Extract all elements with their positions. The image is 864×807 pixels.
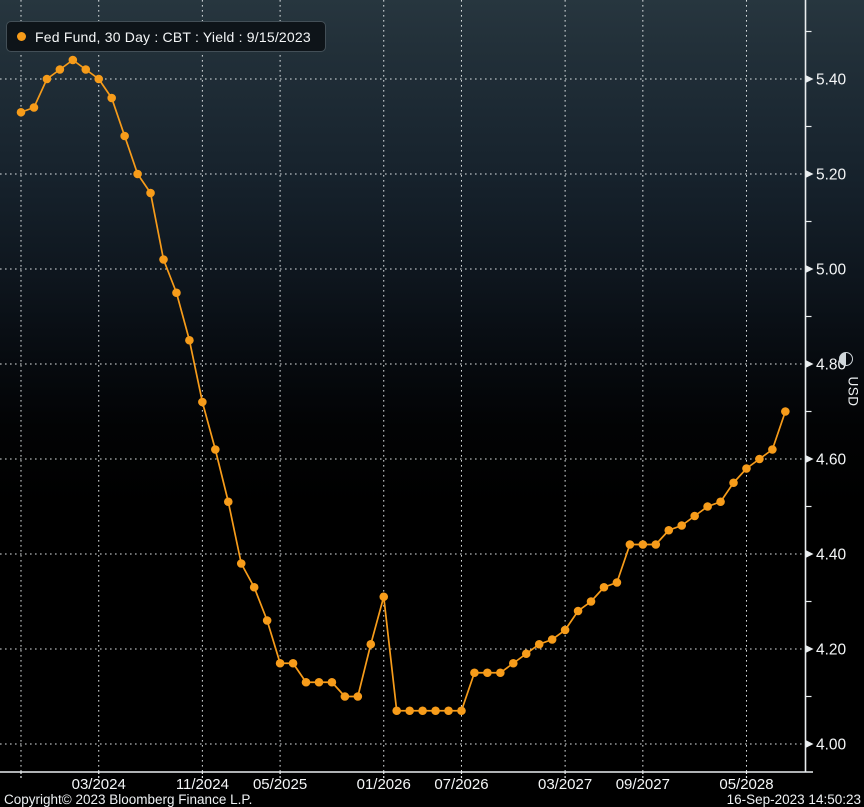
x-tick-label: 09/2027 [616, 776, 670, 793]
data-point[interactable] [431, 706, 440, 716]
data-point[interactable] [236, 559, 246, 568]
data-point[interactable] [340, 692, 350, 701]
data-point[interactable] [444, 706, 453, 716]
data-point[interactable] [677, 521, 687, 530]
data-point[interactable] [29, 103, 39, 112]
series-fed-fund[interactable] [16, 55, 790, 716]
axis-drag-handle-icon[interactable] [839, 352, 853, 366]
data-point[interactable] [107, 93, 116, 103]
data-point[interactable] [68, 55, 78, 65]
data-point[interactable] [781, 407, 790, 416]
data-point[interactable] [211, 445, 220, 454]
copyright-text: Copyright© 2023 Bloomberg Finance L.P. [4, 792, 253, 807]
y-axis-currency-label: USD [845, 376, 861, 407]
data-point[interactable] [146, 188, 155, 198]
data-point[interactable] [483, 668, 492, 678]
x-tick-label: 03/2024 [72, 776, 126, 793]
data-point[interactable] [703, 502, 712, 511]
data-point[interactable] [366, 639, 376, 649]
series-line [20, 58, 787, 712]
data-point[interactable] [496, 668, 505, 678]
y-tick-label: 4.80 [816, 357, 847, 374]
data-point[interactable] [262, 616, 272, 625]
data-point[interactable] [742, 464, 751, 473]
data-point[interactable] [133, 169, 142, 179]
y-tick-label: 4.00 [816, 737, 847, 754]
data-point[interactable] [198, 397, 207, 407]
data-point[interactable] [172, 288, 181, 298]
y-axis-ticks: 5.40 5.20 5.00 4.80 4.60 4.40 4.20 4.00 [805, 30, 847, 754]
data-point[interactable] [327, 677, 337, 687]
data-point[interactable] [94, 74, 104, 84]
data-point[interactable] [573, 606, 583, 616]
x-tick-label: 11/2024 [176, 776, 229, 793]
data-point[interactable] [418, 706, 427, 716]
data-point[interactable] [755, 454, 764, 464]
data-point[interactable] [651, 540, 661, 549]
x-tick-label: 01/2026 [357, 776, 411, 793]
data-point[interactable] [470, 668, 479, 678]
data-point[interactable] [599, 582, 609, 592]
x-tick-label: 07/2026 [434, 776, 488, 793]
data-point[interactable] [612, 578, 622, 587]
y-tick-label: 5.20 [816, 167, 847, 184]
y-tick-label: 4.20 [816, 642, 847, 659]
timestamp-text: 16-Sep-2023 14:50:23 [726, 792, 861, 807]
data-point[interactable] [81, 65, 91, 74]
data-point[interactable] [586, 597, 596, 606]
data-point[interactable] [638, 540, 648, 549]
series-marker-icon [17, 32, 26, 41]
data-point[interactable] [690, 511, 699, 521]
x-tick-label: 03/2027 [538, 776, 592, 793]
y-tick-label: 5.40 [816, 72, 847, 89]
data-point[interactable] [353, 692, 363, 701]
data-point[interactable] [392, 706, 401, 716]
data-point[interactable] [405, 706, 414, 716]
data-point[interactable] [768, 445, 777, 454]
y-tick-label: 5.00 [816, 262, 847, 279]
data-point[interactable] [625, 540, 635, 549]
x-axis-ticks: 03/2024 11/2024 05/2025 01/2026 07/2026 03/20… [20, 772, 774, 793]
data-point[interactable] [314, 677, 324, 687]
y-tick-label: 4.40 [816, 547, 847, 564]
gridlines [0, 0, 806, 772]
y-tick-label: 4.60 [816, 452, 847, 469]
data-point[interactable] [249, 582, 259, 592]
data-point[interactable] [729, 478, 738, 488]
data-point[interactable] [223, 497, 233, 507]
data-point[interactable] [521, 649, 531, 659]
data-point[interactable] [16, 107, 26, 117]
data-point[interactable] [301, 677, 311, 687]
data-point[interactable] [379, 592, 389, 602]
axis-frame [0, 0, 813, 773]
data-point[interactable] [275, 658, 285, 668]
x-tick-label: 05/2028 [719, 776, 773, 793]
legend-item[interactable]: Fed Fund, 30 Day : CBT : Yield : 9/15/20… [6, 21, 326, 52]
data-point[interactable] [716, 497, 725, 507]
data-point[interactable] [664, 525, 674, 535]
data-point[interactable] [55, 65, 65, 74]
data-point[interactable] [560, 625, 570, 635]
data-point[interactable] [288, 658, 298, 668]
data-point[interactable] [547, 635, 557, 644]
data-point[interactable] [120, 131, 129, 141]
data-point[interactable] [508, 658, 518, 668]
data-point[interactable] [159, 255, 168, 264]
data-point[interactable] [185, 335, 194, 345]
data-point[interactable] [457, 706, 466, 716]
legend-label: Fed Fund, 30 Day : CBT : Yield : 9/15/20… [35, 28, 311, 45]
data-point[interactable] [42, 74, 52, 84]
x-tick-label: 05/2025 [253, 776, 307, 793]
data-point[interactable] [534, 639, 544, 649]
